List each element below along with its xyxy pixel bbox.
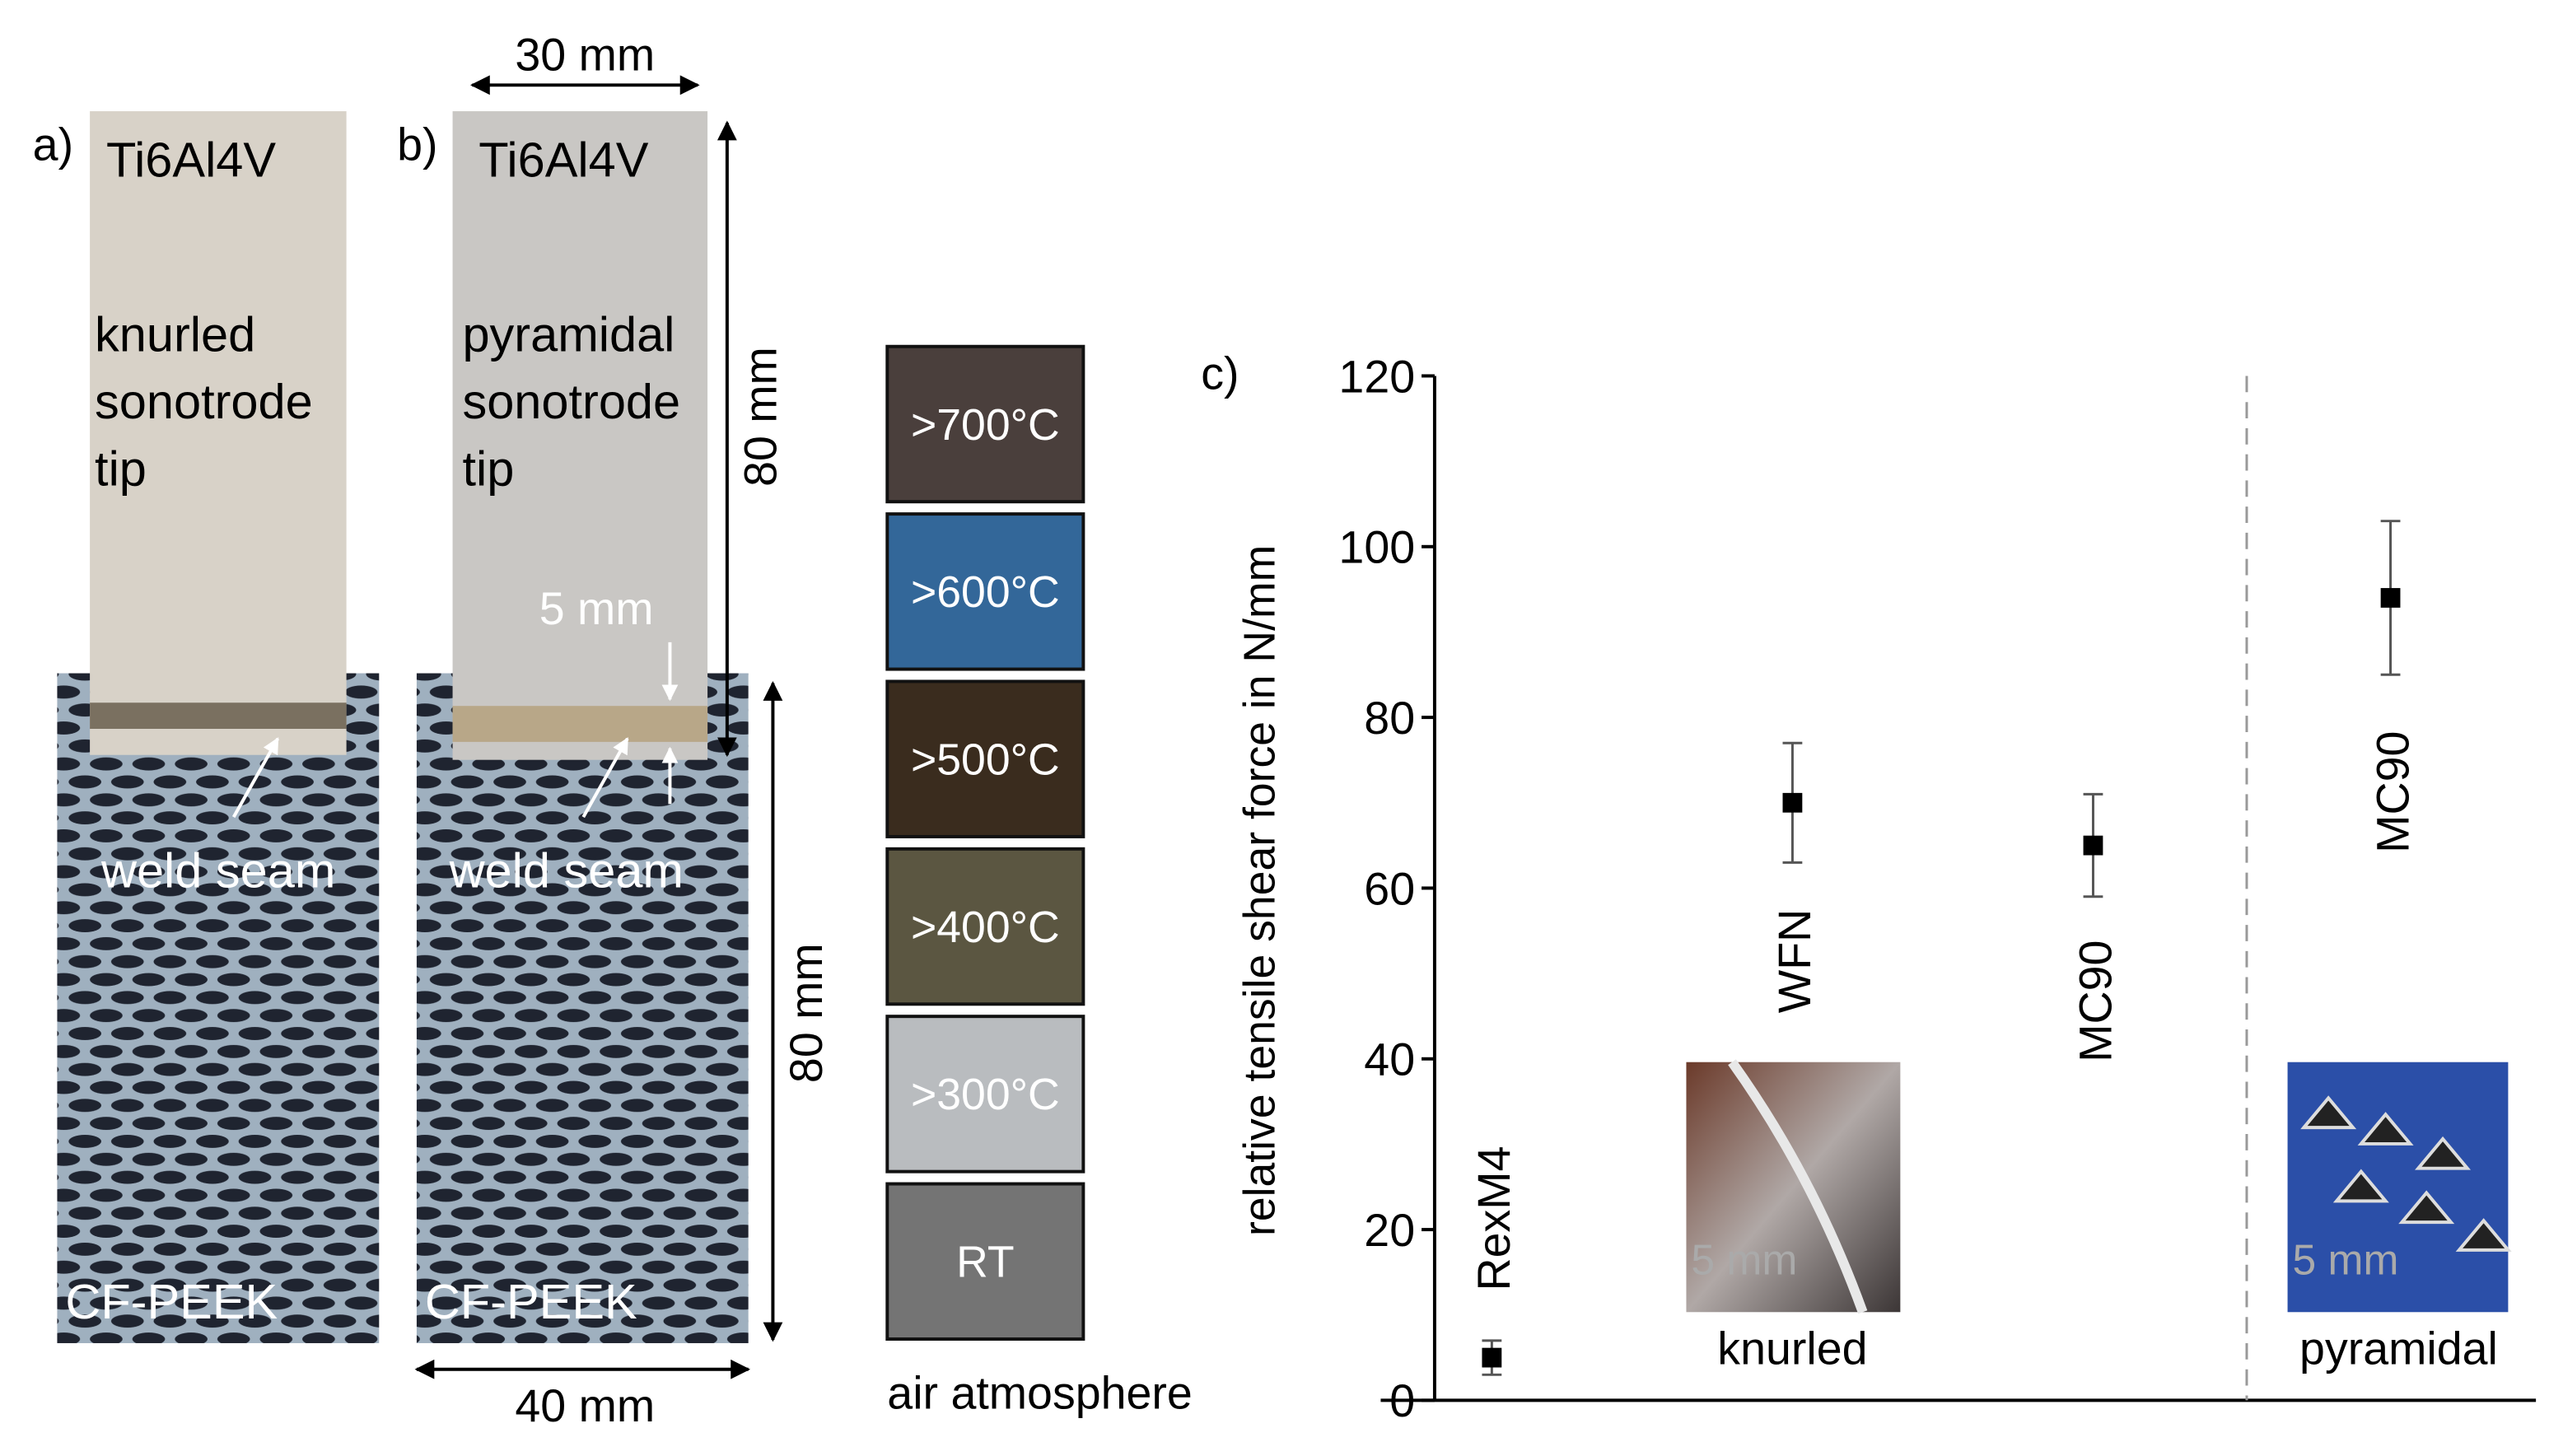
legend-swatch bbox=[885, 847, 1085, 1006]
legend-swatch bbox=[885, 1182, 1085, 1341]
dimension-label: 30 mm bbox=[515, 29, 655, 80]
y-tick-label: 0 bbox=[1389, 1375, 1415, 1426]
legend-label: RT bbox=[956, 1239, 1014, 1287]
arrow bbox=[581, 737, 629, 819]
dimension-label: 40 mm bbox=[515, 1380, 655, 1431]
data-point bbox=[1482, 1347, 1502, 1368]
base-label: CF-PEEK bbox=[425, 1274, 637, 1329]
group-label: pyramidal bbox=[2299, 1323, 2498, 1374]
legend-caption: air atmosphere bbox=[887, 1367, 1192, 1418]
inset-photo bbox=[1686, 1062, 1901, 1313]
tip-label: tip bbox=[462, 441, 514, 496]
dimension-label: 5 mm bbox=[539, 583, 654, 634]
metal-strip bbox=[452, 111, 708, 760]
legend-label: >400°C bbox=[911, 903, 1060, 952]
legend-label: >700°C bbox=[911, 401, 1060, 450]
data-point bbox=[2380, 588, 2401, 608]
data-point bbox=[1782, 792, 1803, 813]
category-label: RexM4 bbox=[1468, 1146, 1520, 1291]
seam-label: weld seam bbox=[100, 842, 335, 898]
weld-seam-band bbox=[90, 702, 347, 729]
inset-scale-label: 5 mm bbox=[1691, 1236, 1797, 1284]
y-tick-label: 80 bbox=[1364, 693, 1415, 744]
tip-label: sonotrode bbox=[462, 374, 680, 429]
panel-label: a) bbox=[33, 119, 73, 170]
y-tick-label: 40 bbox=[1364, 1034, 1415, 1085]
category-label: MC90 bbox=[2367, 731, 2418, 853]
legend-swatch bbox=[885, 679, 1085, 838]
legend-swatch bbox=[885, 512, 1085, 671]
category-label: MC90 bbox=[2070, 940, 2121, 1062]
material-label: Ti6Al4V bbox=[106, 132, 276, 187]
arrow bbox=[231, 737, 280, 819]
dimension-label: 80 mm bbox=[735, 347, 786, 487]
tip-label: tip bbox=[95, 441, 147, 496]
inset-knurled bbox=[1686, 1059, 1901, 1314]
tip-label: sonotrode bbox=[95, 374, 313, 429]
legend-label: >300°C bbox=[911, 1071, 1060, 1119]
seam-label: weld seam bbox=[449, 842, 684, 898]
data-point bbox=[2083, 835, 2103, 856]
legend-label: >600°C bbox=[911, 568, 1060, 617]
legend-swatch bbox=[885, 344, 1085, 504]
legend-swatch bbox=[885, 1015, 1085, 1174]
y-tick-label: 120 bbox=[1338, 351, 1415, 402]
fabric-photo bbox=[57, 673, 380, 1343]
panel-label: c) bbox=[1201, 348, 1239, 399]
y-tick-label: 60 bbox=[1364, 863, 1415, 914]
base-label: CF-PEEK bbox=[65, 1274, 278, 1329]
inset-shape bbox=[2300, 1095, 2512, 1252]
y-tick-label: 20 bbox=[1364, 1205, 1415, 1256]
tip-label: knurled bbox=[95, 307, 255, 362]
inset-pyramidal bbox=[2287, 1062, 2512, 1313]
tip-label: pyramidal bbox=[462, 307, 675, 362]
material-label: Ti6Al4V bbox=[479, 132, 648, 187]
dimension-label: 80 mm bbox=[781, 943, 832, 1083]
inset-scale-label: 5 mm bbox=[2293, 1236, 2399, 1284]
category-label: WFN bbox=[1769, 909, 1820, 1013]
y-tick-label: 100 bbox=[1338, 522, 1415, 573]
legend-label: >500°C bbox=[911, 736, 1060, 785]
inset-shape bbox=[1728, 1059, 1868, 1314]
metal-strip bbox=[90, 111, 347, 755]
group-label: knurled bbox=[1717, 1323, 1867, 1374]
fabric-photo bbox=[416, 673, 749, 1343]
weld-seam-band bbox=[452, 706, 708, 742]
panel-label: b) bbox=[397, 119, 437, 170]
y-axis-label: relative tensile shear force in N/mm bbox=[1236, 545, 1285, 1236]
